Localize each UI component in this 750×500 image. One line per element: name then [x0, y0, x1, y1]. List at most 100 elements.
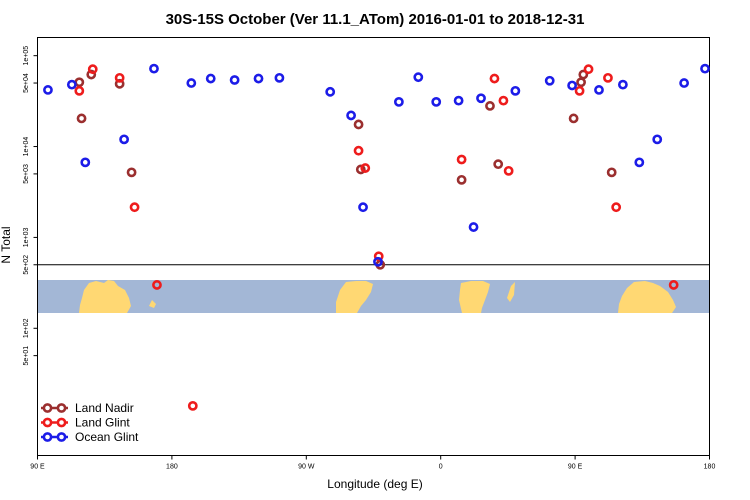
point-ocean-glint	[679, 78, 690, 88]
point-ocean-glint	[468, 222, 479, 232]
point-land-glint	[114, 72, 125, 83]
point-ocean-glint	[567, 80, 578, 91]
point-land-glint	[373, 251, 384, 262]
point-ocean-glint	[186, 78, 197, 88]
point-land-glint	[456, 154, 467, 165]
point-land-nadir	[576, 77, 586, 88]
y-tick-label: 1e+03	[23, 227, 30, 247]
x-tick-label: 180	[704, 464, 716, 471]
point-land-nadir	[578, 69, 589, 80]
point-ocean-glint	[66, 79, 77, 90]
point-ocean-glint	[634, 157, 645, 168]
map-ocean	[37, 280, 710, 313]
plot-frame	[37, 37, 710, 456]
point-land-nadir	[353, 119, 364, 130]
point-ocean-glint	[229, 75, 240, 85]
point-ocean-glint	[325, 86, 336, 97]
point-land-glint	[360, 163, 371, 173]
map-land-1	[149, 300, 156, 308]
point-ocean-glint	[119, 134, 130, 145]
point-ocean-glint	[346, 110, 356, 121]
point-land-glint	[74, 85, 85, 96]
map-land-5	[618, 281, 676, 313]
point-ocean-glint	[373, 256, 383, 267]
point-land-nadir	[76, 113, 87, 124]
point-ocean-glint	[652, 134, 663, 145]
x-tick-label: 90 E	[568, 464, 583, 471]
y-tick-label: 1e+04	[23, 137, 30, 157]
legend-marker-land-glint	[42, 417, 53, 428]
point-ocean-glint	[510, 85, 521, 96]
point-land-glint	[87, 64, 98, 75]
point-land-glint	[498, 95, 509, 106]
point-land-nadir	[355, 164, 366, 175]
legend-label-ocean-glint: Ocean Glint	[75, 430, 139, 444]
point-land-glint	[611, 202, 622, 213]
x-tick-label: 0	[439, 464, 443, 471]
point-ocean-glint	[431, 96, 442, 107]
point-ocean-glint	[274, 72, 285, 83]
point-land-glint	[489, 73, 500, 84]
point-ocean-glint	[594, 85, 604, 95]
y-tick-label: 5e+04	[23, 73, 30, 93]
y-axis: 1e+05 5e+04 1e+04 5e+03 1e+03 5e+02 1e+02 5e+01	[23, 46, 38, 366]
y-tick-label: 5e+02	[23, 255, 30, 275]
point-land-glint	[152, 280, 162, 290]
point-ocean-glint	[205, 73, 216, 84]
y-axis-label: N Total	[0, 226, 13, 263]
point-ocean-glint	[393, 96, 404, 107]
map-land-2	[336, 281, 373, 313]
legend-label-land-nadir: Land Nadir	[75, 401, 134, 415]
point-land-nadir	[606, 167, 617, 178]
legend-marker-ocean-glint	[42, 432, 53, 442]
point-ocean-glint	[700, 63, 710, 74]
y-tick-label: 5e+03	[23, 164, 30, 184]
legend-marker-land-glint	[56, 417, 67, 428]
point-land-nadir	[126, 167, 137, 178]
map-land-0	[79, 280, 131, 313]
point-land-nadir	[493, 159, 504, 170]
point-land-glint	[503, 165, 514, 176]
point-ocean-glint	[80, 157, 91, 168]
point-land-nadir	[485, 101, 495, 111]
map-land-4	[507, 282, 515, 302]
x-axis: 90 E 180 90 W 0 90 E 180	[30, 455, 716, 471]
point-land-glint	[353, 145, 364, 156]
point-land-nadir	[74, 77, 85, 88]
point-ocean-glint	[43, 85, 53, 95]
point-ocean-glint	[617, 79, 628, 90]
x-axis-label: Longitude (deg E)	[327, 477, 422, 491]
legend-marker-land-nadir	[42, 403, 53, 413]
data-points	[43, 63, 710, 411]
point-ocean-glint	[358, 202, 368, 213]
y-tick-label: 1e+05	[23, 46, 30, 66]
y-tick-label: 1e+02	[23, 318, 30, 338]
legend-marker-ocean-glint	[56, 432, 67, 442]
point-ocean-glint	[476, 93, 486, 104]
point-land-glint	[603, 72, 613, 83]
y-tick-label: 5e+01	[23, 346, 30, 366]
map-land-3	[459, 281, 490, 313]
point-ocean-glint	[413, 72, 424, 83]
x-tick-label: 180	[166, 464, 178, 471]
world-map-band	[37, 280, 710, 313]
point-land-glint	[129, 202, 140, 213]
legend-label-land-glint: Land Glint	[75, 416, 130, 430]
point-ocean-glint	[149, 63, 159, 74]
point-land-nadir	[568, 113, 579, 124]
point-land-glint	[668, 280, 679, 290]
point-land-nadir	[456, 174, 467, 185]
legend-marker-land-nadir	[56, 403, 67, 413]
point-ocean-glint	[453, 95, 464, 106]
x-tick-label: 90 E	[30, 464, 45, 471]
point-ocean-glint	[253, 73, 264, 84]
point-land-glint	[187, 400, 198, 411]
chart-title: 30S-15S October (Ver 11.1_ATom) 2016-01-…	[166, 11, 585, 28]
point-land-glint	[574, 85, 585, 96]
point-land-glint	[583, 64, 594, 75]
x-tick-label: 90 W	[298, 464, 315, 471]
point-ocean-glint	[544, 75, 555, 86]
point-land-nadir	[86, 69, 97, 80]
